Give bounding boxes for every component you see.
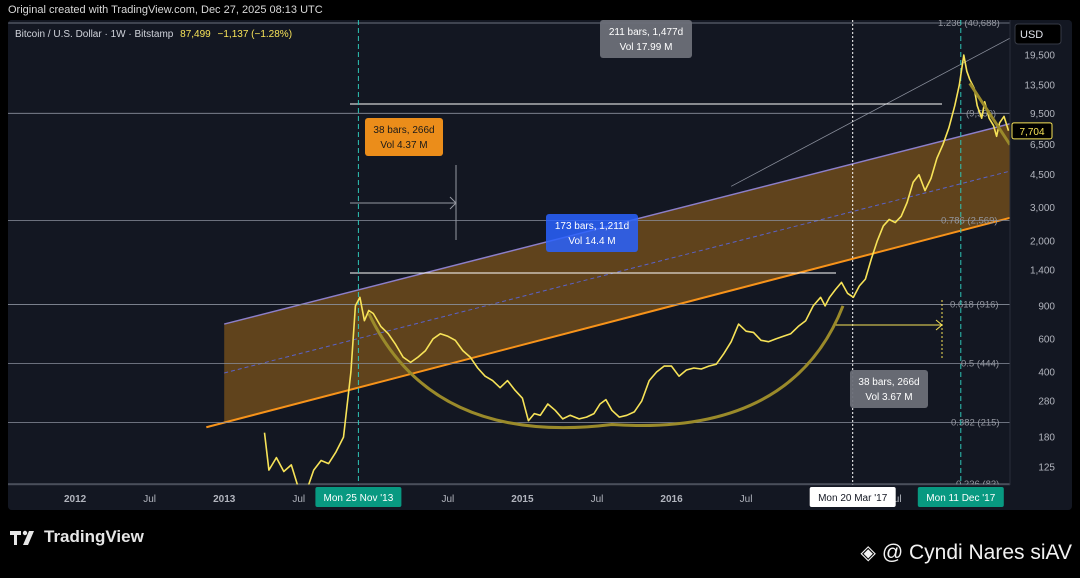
channel-lower-line bbox=[206, 216, 1010, 429]
date-badge-label: Mon 20 Mar '17 bbox=[818, 493, 888, 504]
date-badge bbox=[315, 487, 402, 507]
currency-button-label: USD bbox=[1020, 29, 1043, 41]
y-tick-label: 180 bbox=[1038, 433, 1055, 444]
watermark: ◈ @ Cyndi Nares siAV bbox=[860, 540, 1072, 565]
handle-trend-line bbox=[968, 82, 1010, 146]
chart-canvas[interactable]: 1.236 (40,688) (9,550) 0.786 (2,569) 0.618 … bbox=[8, 20, 1072, 510]
x-tick-label: Jul bbox=[740, 494, 753, 505]
x-tick-label: Jul bbox=[292, 494, 305, 505]
current-price-label: 7,704 bbox=[1019, 127, 1044, 138]
x-tick-label: 2012 bbox=[64, 494, 87, 505]
x-tick-label: 2013 bbox=[213, 494, 236, 505]
measure-volume-label: Vol 17.99 M bbox=[620, 42, 673, 53]
y-tick-label: 400 bbox=[1038, 367, 1055, 378]
y-tick-label: 19,500 bbox=[1024, 51, 1055, 62]
x-tick-label: Jul bbox=[591, 494, 604, 505]
price-series-line bbox=[263, 54, 1010, 485]
measure-bars-label: 211 bars, 1,477d bbox=[609, 27, 683, 38]
fib-level-label: (9,550) bbox=[966, 108, 996, 119]
fib-level-label: 0.786 (2,569) bbox=[941, 215, 998, 226]
tradingview-logo-icon bbox=[10, 530, 34, 545]
current-price-badge bbox=[1011, 122, 1053, 140]
x-tick-label: 2015 bbox=[511, 494, 534, 505]
y-tick-label: 3,000 bbox=[1030, 203, 1055, 214]
fib-level-label: 1.236 (40,688) bbox=[938, 20, 1000, 29]
currency-button[interactable] bbox=[1014, 23, 1062, 45]
date-badge-label: Mon 11 Dec '17 bbox=[926, 493, 995, 504]
y-tick-label: 6,500 bbox=[1030, 140, 1055, 151]
y-tick-label: 4,500 bbox=[1030, 170, 1055, 181]
measure-volume-label: Vol 14.4 M bbox=[568, 236, 615, 247]
chart-title: Bitcoin / U.S. Dollar · 1W · Bitstamp 87… bbox=[15, 29, 292, 40]
change-label: −1,137 (−1.28%) bbox=[218, 29, 293, 40]
measure-volume-label: Vol 4.37 M bbox=[380, 140, 427, 151]
measure-info-box bbox=[546, 214, 638, 252]
cup-pattern-arc bbox=[367, 305, 845, 430]
measure-bars-label: 38 bars, 266d bbox=[373, 125, 434, 136]
x-tick-label: Jul bbox=[143, 494, 156, 505]
price-label: 87,499 bbox=[180, 29, 211, 40]
y-tick-label: 1,400 bbox=[1030, 265, 1055, 276]
measure-info-box bbox=[850, 370, 928, 408]
symbol-label: Bitcoin / U.S. Dollar · 1W · Bitstamp bbox=[15, 29, 174, 40]
date-badge-label: Mon 25 Nov '13 bbox=[324, 493, 394, 504]
x-tick-label: Jul bbox=[441, 494, 454, 505]
y-tick-label: 900 bbox=[1038, 301, 1055, 312]
date-badge bbox=[917, 487, 1004, 507]
fib-level-label: 0.618 (916) bbox=[950, 299, 999, 310]
measure-bars-label: 38 bars, 266d bbox=[858, 377, 919, 388]
chart-caption: Original created with TradingView.com, D… bbox=[0, 0, 1080, 20]
watermark-text: @ Cyndi Nares siAV bbox=[881, 540, 1072, 564]
tradingview-brand: TradingView bbox=[44, 527, 144, 546]
y-tick-label: 13,500 bbox=[1024, 81, 1055, 92]
measure-volume-label: Vol 3.67 M bbox=[865, 392, 912, 403]
y-tick-label: 600 bbox=[1038, 334, 1055, 345]
trend-line bbox=[730, 37, 1010, 187]
fib-level-label: 0.5 (444) bbox=[961, 358, 999, 369]
measure-bars-label: 173 bars, 1,211d bbox=[555, 221, 629, 232]
y-tick-label: 280 bbox=[1038, 397, 1055, 408]
fib-level-label: 0.382 (215) bbox=[951, 418, 1000, 429]
channel-mid-line bbox=[224, 170, 1010, 374]
tradingview-logo[interactable]: TradingView bbox=[10, 527, 144, 547]
footer bbox=[0, 510, 1080, 578]
y-tick-label: 2,000 bbox=[1030, 236, 1055, 247]
y-tick-label: 9,500 bbox=[1030, 109, 1055, 120]
price-axis bbox=[1010, 20, 1072, 510]
diamond-logo-icon: ◈ bbox=[860, 542, 876, 564]
measure-info-box bbox=[600, 20, 692, 58]
measure-info-box bbox=[365, 118, 443, 156]
date-badge bbox=[809, 487, 896, 507]
x-tick-label: 2016 bbox=[660, 494, 683, 505]
y-tick-label: 125 bbox=[1038, 462, 1055, 473]
chart-panel[interactable]: 1.236 (40,688) (9,550) 0.786 (2,569) 0.618 … bbox=[8, 20, 1072, 510]
